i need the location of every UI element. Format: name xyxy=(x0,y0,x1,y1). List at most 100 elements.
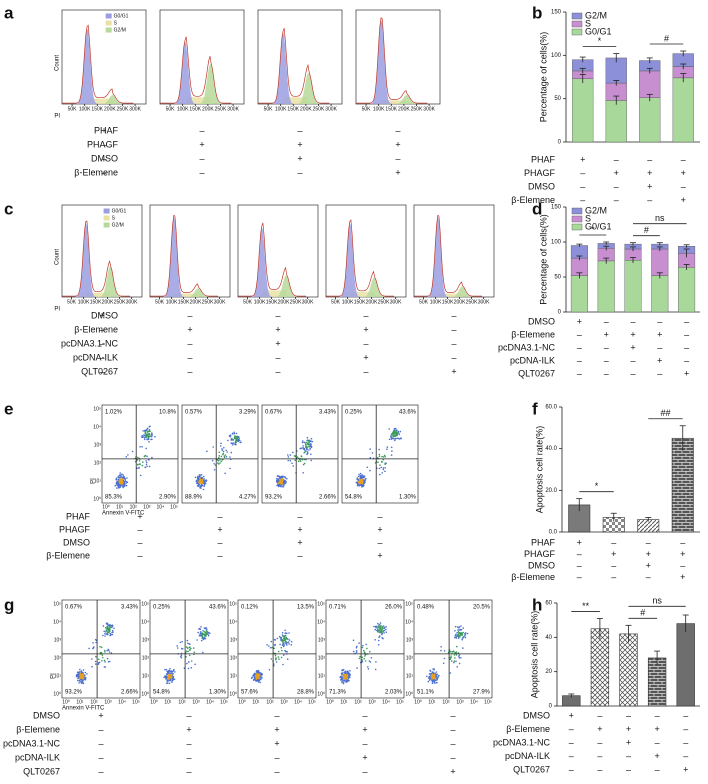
dotplot-point xyxy=(283,644,285,646)
y-tick-label: 10⁵ xyxy=(317,601,325,607)
dotplot-point xyxy=(456,645,458,648)
dotplot-point xyxy=(149,435,151,437)
condition-mark: – xyxy=(597,737,602,747)
y-axis-label: Apoptosis cell rate(%) xyxy=(534,426,544,514)
dotplot-point xyxy=(310,437,313,440)
dotplot-point xyxy=(167,675,170,678)
dotplot-point xyxy=(306,436,309,439)
dotplot-point xyxy=(458,655,460,657)
condition-mark: + xyxy=(363,324,368,334)
dotplot-point xyxy=(229,467,231,470)
dotplot-point xyxy=(171,681,173,683)
significance-label: * xyxy=(591,224,595,234)
dotplot-point xyxy=(202,638,205,641)
dotplot-point xyxy=(436,677,439,680)
y-tick-label: 10³ xyxy=(406,637,414,643)
dotplot-point xyxy=(148,430,150,433)
condition-mark: – xyxy=(683,710,688,720)
y-tick-label: 50 xyxy=(554,96,561,102)
dotplot-point xyxy=(434,679,436,681)
condition-mark: – xyxy=(451,352,456,362)
dotplot-point xyxy=(397,432,399,434)
dotplot-point xyxy=(104,631,107,633)
dotplot-point xyxy=(261,673,264,676)
condition-mark: + xyxy=(647,168,652,178)
dotplot-point xyxy=(148,465,151,468)
bar-segment xyxy=(672,77,694,143)
dotplot-point xyxy=(280,646,283,649)
dotplot-point xyxy=(136,463,139,466)
dotplot-point xyxy=(117,487,120,489)
condition-mark: – xyxy=(684,316,689,326)
condition-mark: – xyxy=(377,537,382,547)
x-tick-label: 10¹ xyxy=(76,699,84,705)
dotplot-point xyxy=(148,425,151,428)
quadrant-label: 51.1% xyxy=(417,690,435,696)
dotplot-point xyxy=(435,673,437,676)
condition-mark: + xyxy=(98,710,103,720)
dotplot-point xyxy=(283,482,286,484)
dotplot-point xyxy=(457,636,460,638)
condition-mark: + xyxy=(577,537,582,547)
dotplot-point xyxy=(280,476,282,478)
dotplot-point xyxy=(291,462,293,465)
legend-swatch xyxy=(571,207,583,215)
histogram-frame xyxy=(413,204,495,298)
dotplot-point xyxy=(379,631,382,633)
dotplot-point xyxy=(370,657,373,659)
dotplot-point xyxy=(165,678,167,680)
significance-label: * xyxy=(595,481,599,491)
dotplot-point xyxy=(229,435,231,438)
dotplot-point xyxy=(192,647,195,649)
condition-mark: – xyxy=(297,167,302,177)
dotplot-point xyxy=(146,438,148,441)
histogram-frame xyxy=(159,9,245,105)
condition-label: PHAGF xyxy=(87,139,119,149)
histogram-frame xyxy=(355,9,441,105)
dotplot-point xyxy=(92,642,94,644)
dotplot-point xyxy=(232,438,234,441)
y-tick-label: 10⁰ xyxy=(53,691,61,697)
dotplot-point xyxy=(285,642,287,644)
histogram-outline xyxy=(62,24,134,104)
x-tick-label: 200K xyxy=(398,106,410,112)
dotplot-point xyxy=(348,679,350,682)
dotplot-point xyxy=(274,643,276,646)
dotplot-point xyxy=(280,481,283,484)
y-axis-label: Percentage of cells(%) xyxy=(538,32,548,123)
dotplot-point xyxy=(121,478,124,481)
quadrant-label: 54.8% xyxy=(345,495,363,501)
quadrant-label: 57.6% xyxy=(241,690,259,696)
x-tick-label: 300K xyxy=(478,299,490,305)
dotplot-point xyxy=(82,681,84,684)
condition-label: pcDNA3.1-NC xyxy=(61,338,119,348)
dotplot-point xyxy=(289,454,292,456)
dotplot-point xyxy=(180,654,183,657)
dotplot-point xyxy=(138,466,140,469)
dotplot-point xyxy=(458,626,461,628)
dotplot-point xyxy=(202,488,205,491)
x-tick-label: 10³ xyxy=(143,504,151,510)
dotplot-point xyxy=(188,643,191,645)
legend-label: S xyxy=(585,213,591,223)
dotplot-point xyxy=(82,675,85,678)
x-tick-label: 300K xyxy=(214,299,226,305)
condition-label: PHAF xyxy=(94,125,119,135)
dotplot-frame xyxy=(413,599,493,699)
condition-label: DMSO xyxy=(528,316,555,326)
legend-label: G0/G1 xyxy=(114,13,129,19)
legend-label: G0/G1 xyxy=(112,208,127,214)
dotplot-point xyxy=(103,659,106,662)
dotplot-point xyxy=(165,668,168,671)
quadrant-label: 3.43% xyxy=(121,605,139,611)
dotplot-point xyxy=(369,469,371,472)
condition-mark: + xyxy=(597,724,602,734)
dotplot-point xyxy=(186,662,188,665)
dotplot-point xyxy=(127,454,129,456)
quadrant-label: 3.43% xyxy=(319,410,337,416)
dotplot-point xyxy=(270,640,273,643)
dotplot-point xyxy=(259,672,261,674)
dotplot-point xyxy=(344,672,347,674)
histogram-g2m-area xyxy=(258,72,330,104)
y-tick-label: 10³ xyxy=(318,637,326,643)
